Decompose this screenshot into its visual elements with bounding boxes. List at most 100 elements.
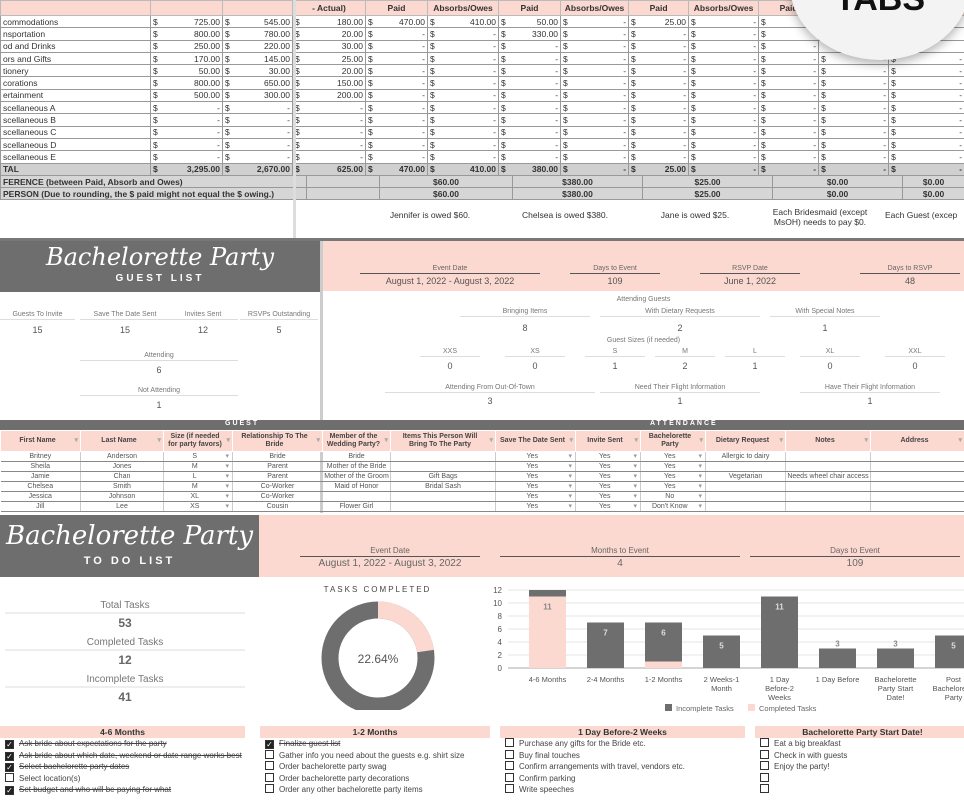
column-header[interactable]: Dietary Request ▾	[705, 430, 786, 452]
guest-cell[interactable]: Bride	[322, 451, 391, 462]
checkbox-icon[interactable]	[505, 761, 514, 770]
dropdown-icon[interactable]: ▾	[568, 493, 572, 500]
checkbox-icon[interactable]	[265, 749, 274, 759]
column-header[interactable]: Invite Sent ▾	[575, 430, 641, 452]
guest-cell[interactable]	[390, 491, 496, 502]
filter-icon[interactable]: ▾	[634, 437, 638, 444]
checkbox-icon[interactable]	[5, 772, 14, 782]
guest-cell[interactable]: Jamie	[0, 471, 81, 482]
guest-cell[interactable]	[785, 501, 871, 512]
guest-cell[interactable]	[705, 481, 786, 492]
guest-cell[interactable]	[870, 451, 964, 462]
dropdown-icon[interactable]: ▾	[225, 473, 229, 480]
checked-checkbox-icon[interactable]: ✓	[5, 786, 14, 795]
guest-cell[interactable]	[390, 501, 496, 512]
guest-cell[interactable]: Yes ▾	[495, 501, 576, 512]
guest-cell[interactable]: Bridal Sash	[390, 481, 496, 492]
dropdown-icon[interactable]: ▾	[568, 483, 572, 490]
checkbox-icon[interactable]	[760, 761, 769, 770]
guest-cell[interactable]: S ▾	[163, 451, 233, 462]
column-header[interactable]: Last Name ▾	[80, 430, 164, 452]
dropdown-icon[interactable]: ▾	[633, 453, 637, 460]
guest-cell[interactable]: Lee	[80, 501, 164, 512]
dropdown-icon[interactable]: ▾	[225, 503, 229, 510]
guest-cell[interactable]: Parent	[232, 471, 323, 482]
guest-cell[interactable]: L ▾	[163, 471, 233, 482]
guest-cell[interactable]	[785, 481, 871, 492]
guest-cell[interactable]: Gift Bags	[390, 471, 496, 482]
guest-cell[interactable]: Sheila	[0, 461, 81, 472]
guest-cell[interactable]: Jones	[80, 461, 164, 472]
dropdown-icon[interactable]: ▾	[225, 483, 229, 490]
checked-checkbox-icon[interactable]: ✓	[5, 740, 14, 749]
guest-cell[interactable]: Yes ▾	[495, 481, 576, 492]
checkbox-icon[interactable]	[265, 784, 274, 793]
checked-checkbox-icon[interactable]: ✓	[5, 763, 14, 772]
guest-cell[interactable]: Yes ▾	[495, 451, 576, 462]
guest-cell[interactable]: Britney	[0, 451, 81, 462]
guest-cell[interactable]: Yes ▾	[575, 461, 641, 472]
guest-cell[interactable]	[870, 471, 964, 482]
dropdown-icon[interactable]: ▾	[568, 453, 572, 460]
guest-cell[interactable]: M ▾	[163, 461, 233, 472]
dropdown-icon[interactable]: ▾	[698, 473, 702, 480]
guest-cell[interactable]: Yes ▾	[640, 471, 706, 482]
guest-cell[interactable]	[785, 461, 871, 472]
dropdown-icon[interactable]: ▾	[698, 503, 702, 510]
dropdown-icon[interactable]: ▾	[633, 503, 637, 510]
guest-cell[interactable]: Maid of Honor	[322, 481, 391, 492]
guest-cell[interactable]: Don't Know ▾	[640, 501, 706, 512]
guest-cell[interactable]: Yes ▾	[575, 491, 641, 502]
guest-cell[interactable]	[785, 451, 871, 462]
dropdown-icon[interactable]: ▾	[568, 473, 572, 480]
dropdown-icon[interactable]: ▾	[568, 503, 572, 510]
guest-cell[interactable]	[785, 491, 871, 502]
guest-cell[interactable]	[390, 461, 496, 472]
checkbox-icon[interactable]	[760, 772, 769, 782]
column-header[interactable]: Save The Date Sent ▾	[495, 430, 576, 452]
checkbox-icon[interactable]	[505, 749, 514, 759]
dropdown-icon[interactable]: ▾	[698, 483, 702, 490]
guest-cell[interactable]: Jill	[0, 501, 81, 512]
guest-cell[interactable]: Yes ▾	[640, 461, 706, 472]
checkbox-icon[interactable]	[505, 784, 514, 793]
guest-cell[interactable]	[870, 481, 964, 492]
guest-cell[interactable]: Yes ▾	[575, 481, 641, 492]
guest-cell[interactable]: M ▾	[163, 481, 233, 492]
guest-cell[interactable]: Yes ▾	[640, 481, 706, 492]
dropdown-icon[interactable]: ▾	[568, 463, 572, 470]
filter-icon[interactable]: ▾	[316, 437, 320, 444]
filter-icon[interactable]: ▾	[699, 437, 703, 444]
dropdown-icon[interactable]: ▾	[633, 463, 637, 470]
checkbox-icon[interactable]	[760, 738, 769, 747]
guest-cell[interactable]: Co-Worker	[232, 491, 323, 502]
filter-icon[interactable]: ▾	[779, 437, 783, 444]
dropdown-icon[interactable]: ▾	[633, 483, 637, 490]
guest-cell[interactable]	[705, 461, 786, 472]
guest-cell[interactable]: Mother of the Groom	[322, 471, 391, 482]
guest-cell[interactable]: Yes ▾	[575, 501, 641, 512]
filter-icon[interactable]: ▾	[157, 437, 161, 444]
dropdown-icon[interactable]: ▾	[225, 453, 229, 460]
dropdown-icon[interactable]: ▾	[698, 463, 702, 470]
guest-cell[interactable]	[870, 491, 964, 502]
guest-cell[interactable]: Yes ▾	[575, 451, 641, 462]
guest-cell[interactable]: Anderson	[80, 451, 164, 462]
column-header[interactable]: Bachelorette Party ▾	[640, 430, 706, 452]
filter-icon[interactable]: ▾	[74, 437, 78, 444]
guest-cell[interactable]: Smith	[80, 481, 164, 492]
checkbox-icon[interactable]	[760, 749, 769, 759]
guest-cell[interactable]: Co-Worker	[232, 481, 323, 492]
filter-icon[interactable]: ▾	[489, 437, 493, 444]
dropdown-icon[interactable]: ▾	[225, 463, 229, 470]
guest-cell[interactable]: XS ▾	[163, 501, 233, 512]
column-header[interactable]: Size (if needed for party favors) ▾	[163, 430, 233, 452]
filter-icon[interactable]: ▾	[958, 437, 962, 444]
guest-cell[interactable]: XL ▾	[163, 491, 233, 502]
guest-cell[interactable]	[705, 501, 786, 512]
guest-cell[interactable]: Allergic to dairy	[705, 451, 786, 462]
guest-cell[interactable]: Yes ▾	[495, 471, 576, 482]
filter-icon[interactable]: ▾	[384, 437, 388, 444]
column-header[interactable]: First Name ▾	[0, 430, 81, 452]
guest-cell[interactable]	[870, 501, 964, 512]
